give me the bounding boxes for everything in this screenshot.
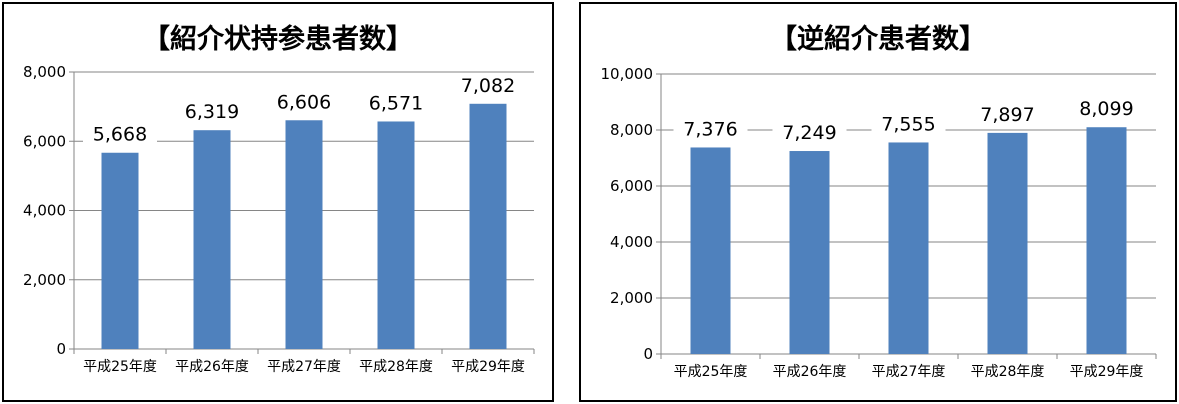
x-tick-label: 平成28年度	[971, 364, 1045, 380]
referral-letter-patients-chart: 【紹介状持参患者数】 0 2,000 4,000 6,000 8,000 5,668 平成2…	[2, 2, 554, 402]
x-tick-label: 平成25年度	[83, 359, 157, 375]
data-label: 6,606	[277, 91, 331, 113]
data-label-background	[359, 90, 433, 115]
data-label: 7,249	[782, 122, 836, 144]
data-label: 6,319	[185, 101, 239, 123]
bar	[1086, 127, 1127, 354]
data-label-background	[970, 101, 1045, 126]
data-label-background	[83, 121, 157, 146]
plot-area: 0 2,000 4,000 6,000 8,000 5,668 平成25年度 6,319 平成2…	[23, 63, 535, 375]
data-label-background	[175, 99, 249, 124]
data-label: 7,555	[881, 113, 935, 135]
x-tick-label: 平成26年度	[773, 364, 847, 380]
y-tick-label: 8,000	[23, 63, 66, 81]
data-label-background	[772, 120, 847, 145]
data-label: 8,099	[1079, 98, 1133, 120]
bar	[377, 121, 415, 349]
x-tick-label: 平成27年度	[267, 359, 341, 375]
reverse-referral-patients-chart-svg: 【逆紹介患者数】 0 2,000 4,000 6,000 8,000 10,000 7,37…	[601, 23, 1157, 380]
y-tick-label: 2,000	[610, 289, 653, 307]
bar	[285, 120, 323, 350]
data-label-background	[267, 89, 341, 114]
x-tick-label: 平成27年度	[872, 364, 946, 380]
chart-title: 【逆紹介患者数】	[770, 23, 986, 55]
data-label: 6,571	[369, 92, 423, 114]
reverse-referral-patients-chart: 【逆紹介患者数】 0 2,000 4,000 6,000 8,000 10,000 7,37…	[579, 2, 1177, 402]
bar	[469, 103, 507, 349]
data-label-background	[673, 116, 748, 141]
x-tick-label: 平成29年度	[1070, 364, 1144, 380]
data-label-background	[451, 72, 525, 97]
data-label: 5,668	[93, 124, 147, 146]
y-tick-label: 4,000	[23, 202, 66, 220]
data-label-background	[1069, 96, 1144, 121]
y-tick-label: 4,000	[610, 233, 653, 251]
bar	[987, 132, 1028, 354]
bar	[888, 142, 929, 354]
y-tick-label: 0	[643, 345, 653, 363]
data-label: 7,082	[461, 75, 515, 97]
y-tick-label: 6,000	[610, 177, 653, 195]
data-label: 7,376	[683, 118, 737, 140]
x-tick-label: 平成29年度	[451, 359, 525, 375]
bar	[789, 151, 830, 354]
x-tick-label: 平成25年度	[674, 364, 748, 380]
chart-title: 【紹介状持参患者数】	[143, 23, 413, 55]
data-label-background	[871, 111, 946, 136]
plot-area: 0 2,000 4,000 6,000 8,000 10,000 7,376 平成25年度 7,…	[601, 65, 1157, 380]
bar	[101, 152, 139, 349]
y-tick-label: 10,000	[601, 65, 654, 83]
x-tick-label: 平成26年度	[175, 359, 249, 375]
x-tick-label: 平成28年度	[359, 359, 433, 375]
bar	[193, 130, 231, 349]
y-tick-label: 0	[56, 340, 66, 358]
y-tick-label: 2,000	[23, 271, 66, 289]
bar	[690, 147, 731, 354]
referral-letter-patients-chart-svg: 【紹介状持参患者数】 0 2,000 4,000 6,000 8,000 5,668 平成2…	[23, 23, 535, 375]
data-label: 7,897	[980, 104, 1034, 126]
y-tick-label: 6,000	[23, 132, 66, 150]
y-tick-label: 8,000	[610, 121, 653, 139]
